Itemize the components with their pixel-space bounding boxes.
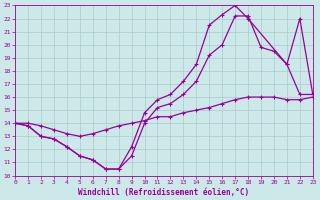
X-axis label: Windchill (Refroidissement éolien,°C): Windchill (Refroidissement éolien,°C) [78, 188, 250, 197]
